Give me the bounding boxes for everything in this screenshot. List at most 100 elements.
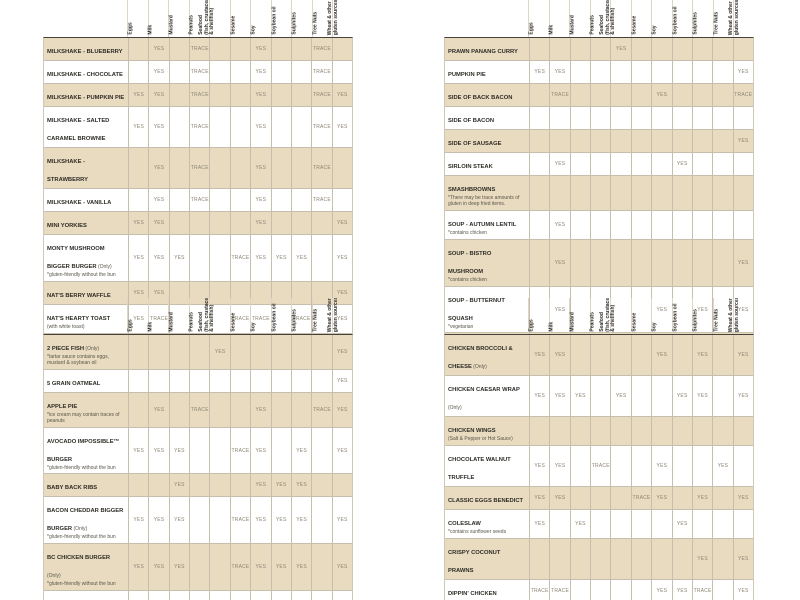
allergen-value-cell xyxy=(229,212,250,234)
column-header-label: Soybean oil xyxy=(271,6,277,35)
allergen-table-bottom-right: Eggs Milk Mustard Peanuts Seafood (fish, cru… xyxy=(444,298,754,600)
allergen-value-cell xyxy=(331,474,352,497)
allergen-value-cell xyxy=(610,239,630,286)
menu-item-label: MILKSHAKE - CHOCOLATE xyxy=(47,72,123,78)
column-header: Peanuts xyxy=(589,0,611,37)
allergen-value-cell: TRACE xyxy=(229,427,250,474)
menu-item-label: PUMPKIN PIE xyxy=(448,72,486,78)
allergen-value-cell: YES xyxy=(691,376,712,416)
allergen-value-cell: YES xyxy=(128,591,148,600)
allergen-value-cell xyxy=(732,417,753,445)
menu-item-label: MILKSHAKE - VANILLA xyxy=(47,200,112,206)
allergen-value-cell xyxy=(189,591,209,600)
menu-item-label: SIDE OF SAUSAGE xyxy=(448,141,502,147)
column-header-label: Peanuts xyxy=(188,312,195,332)
table-row: 5 GRAIN OATMEAL YES xyxy=(44,369,352,393)
allergen-value-cell: YES xyxy=(651,445,671,486)
allergen-value-cell: YES xyxy=(331,304,352,333)
column-header-label: Milk xyxy=(147,25,154,35)
allergen-value-cell xyxy=(569,486,590,509)
column-header-label: Tree Nuts xyxy=(312,309,319,332)
allergen-value-cell xyxy=(529,176,549,210)
menu-item-label: SOUP - BUTTERNUT SQUASH xyxy=(448,297,505,322)
allergen-value-cell: YES xyxy=(250,84,270,106)
table-row: BACON CHEDDAR BIGGER BURGER (Only) *glute… xyxy=(44,497,352,545)
allergen-value-cell: YES xyxy=(250,591,270,600)
allergen-value-cell xyxy=(590,417,610,445)
column-header: Tree Nuts xyxy=(311,298,333,334)
menu-item-label: AVOCADO IMPOSSIBLE™ BURGER xyxy=(47,438,120,463)
allergen-value-cell xyxy=(691,130,712,152)
menu-item-label: MINI YORKIES xyxy=(47,223,87,229)
menu-item-label: DIPPIN' CHICKEN xyxy=(448,590,497,597)
allergen-value-cell xyxy=(168,304,189,333)
allergen-value-cell xyxy=(651,417,671,445)
allergen-value-cell: YES xyxy=(732,579,753,600)
allergen-value-cell xyxy=(691,417,712,445)
allergen-value-cell xyxy=(229,61,250,83)
allergen-value-cell xyxy=(671,38,692,60)
menu-item-note: *ice cream may contain traces of peanuts xyxy=(47,411,120,424)
table-row: CHICKEN CAESAR WRAP (Only) YES YES YES YES YE… xyxy=(445,376,753,417)
allergen-value-cell: YES xyxy=(148,427,168,474)
allergen-value-cell xyxy=(290,61,311,83)
allergen-value-cell xyxy=(168,38,189,60)
allergen-value-cell xyxy=(549,130,569,152)
allergen-value-cell xyxy=(590,210,610,239)
allergen-value-cell xyxy=(732,210,753,239)
menu-item-note: *vegetarian xyxy=(448,323,474,330)
allergen-value-cell xyxy=(569,239,590,286)
allergen-value-cell xyxy=(590,335,610,375)
allergen-value-cell: YES xyxy=(128,427,148,474)
allergen-value-cell xyxy=(671,107,692,129)
allergen-value-cell xyxy=(209,474,229,497)
allergen-value-cell: YES xyxy=(250,189,270,211)
allergen-value-cell: YES xyxy=(732,376,753,416)
allergen-value-cell xyxy=(590,38,610,60)
column-header: Sulphites xyxy=(291,298,312,334)
menu-item-name: SIDE OF BACON xyxy=(445,107,529,129)
allergen-value-cell xyxy=(590,153,610,175)
allergen-value-cell xyxy=(189,212,209,234)
allergen-value-cell: YES xyxy=(148,544,168,591)
table-row: DIPPIN' CHICKEN TRACE TRACE YES YES TRACE YES xyxy=(445,579,753,600)
allergen-value-cell: YES xyxy=(732,130,753,152)
allergen-value-cell xyxy=(290,107,311,147)
allergen-value-cell xyxy=(671,61,692,83)
table-row: SOUP - BUTTERNUT SQUASH *vegetarian YES YES… xyxy=(445,286,753,334)
menu-item-name: CHICKEN BROCCOLI & CHEESE (Only) xyxy=(445,335,529,375)
column-header-label: Mustard xyxy=(569,15,576,35)
allergen-value-cell xyxy=(630,210,651,239)
allergen-value-cell xyxy=(270,61,291,83)
allergen-value-cell: YES xyxy=(148,107,168,147)
column-header: Sesame xyxy=(630,298,652,334)
column-header-label: Soybean oil xyxy=(672,303,678,332)
allergen-value-cell xyxy=(529,153,549,175)
allergen-value-cell xyxy=(671,335,692,375)
allergen-value-cell: YES xyxy=(651,579,671,600)
allergen-value-cell xyxy=(712,286,732,333)
allergen-value-cell: YES xyxy=(250,235,270,281)
allergen-value-cell: TRACE xyxy=(189,84,209,106)
allergen-value-cell: YES xyxy=(732,61,753,83)
column-header: Tree Nuts xyxy=(712,298,734,334)
column-header-label: Seafood (fish, crustacean & shellfish) xyxy=(198,298,216,332)
allergen-value-cell xyxy=(290,212,311,234)
allergen-value-cell xyxy=(311,369,331,392)
allergen-value-cell: YES xyxy=(651,486,671,509)
menu-item-name: SMASHBROWNS *There may be trace amounts o… xyxy=(445,176,529,210)
column-header-label: Milk xyxy=(548,25,555,35)
allergen-value-cell: YES xyxy=(128,544,148,591)
column-header-label: Eggs xyxy=(528,22,535,35)
allergen-value-cell: YES xyxy=(270,235,291,281)
allergen-value-cell: YES xyxy=(549,445,569,486)
allergen-value-cell: YES xyxy=(250,61,270,83)
allergen-value-cell xyxy=(148,335,168,369)
menu-item-note: *contains sunflower seeds xyxy=(448,528,507,535)
allergen-value-cell: YES xyxy=(331,497,352,544)
allergen-value-cell: YES xyxy=(128,304,148,333)
column-header-label: Mustard xyxy=(168,312,175,332)
column-header-label: Soy xyxy=(651,25,658,35)
menu-item-name: SOUP - AUTUMN LENTIL *contains chicken xyxy=(445,211,529,239)
column-header: Wheat & other gluten sources xyxy=(728,298,754,334)
